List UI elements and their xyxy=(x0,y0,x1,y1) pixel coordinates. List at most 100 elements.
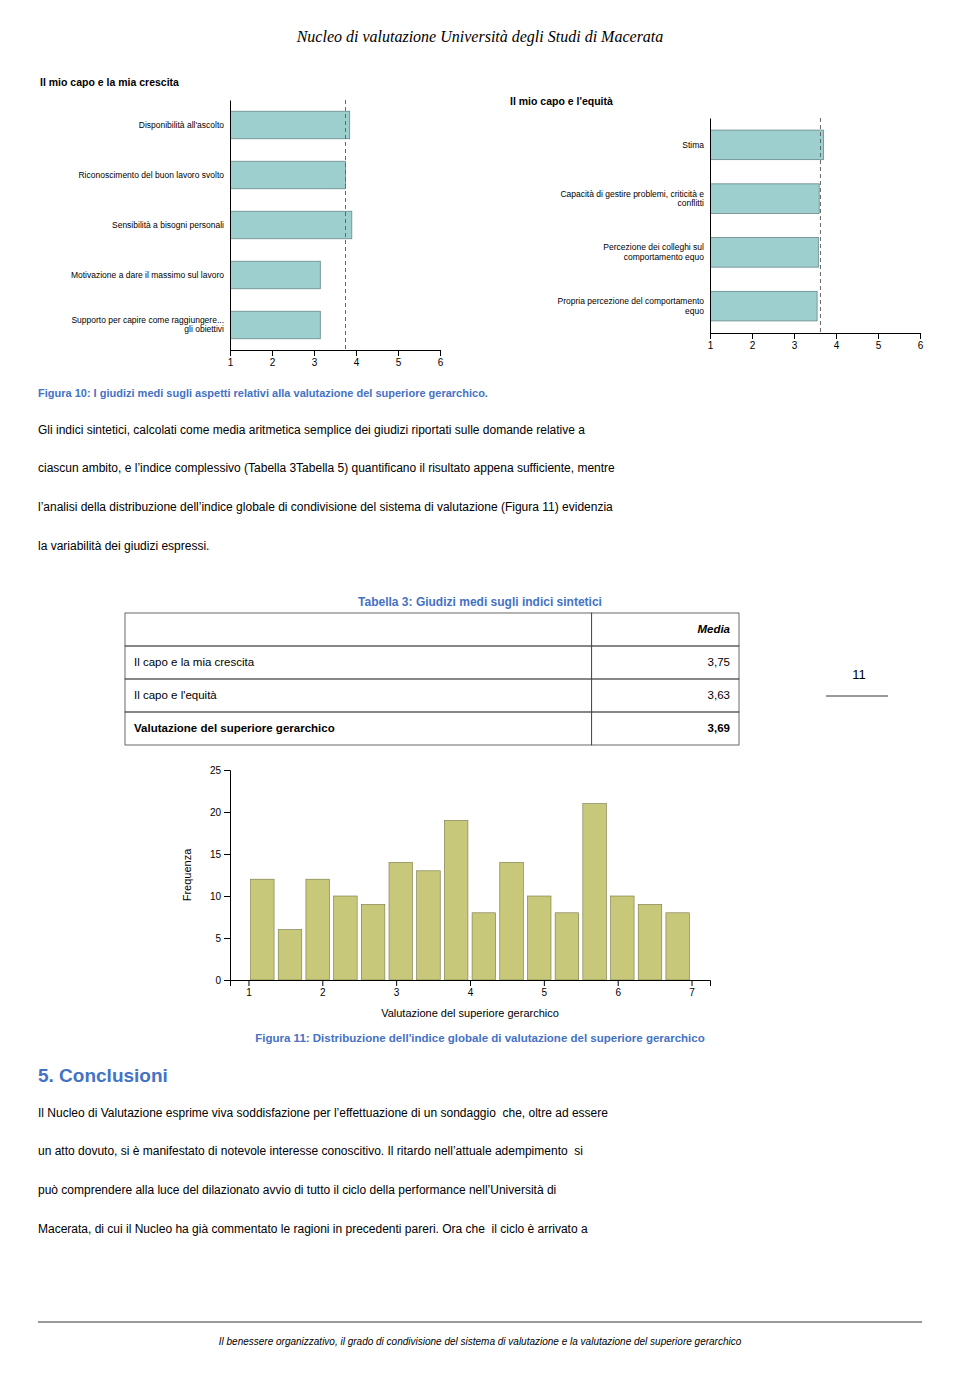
section-title: 5. Conclusioni xyxy=(38,1065,168,1086)
paragraph-line: ciascun ambito, e l’indice complessivo (… xyxy=(38,461,615,475)
tick-label: Riconoscimento del buon lavoro svolto xyxy=(78,170,224,180)
x-axis-label: Valutazione del superiore gerarchico xyxy=(381,1007,559,1019)
table-cell xyxy=(592,712,739,745)
bar xyxy=(230,111,350,139)
plot-area xyxy=(230,100,352,350)
tick-label: 6 xyxy=(438,357,444,368)
axis-line xyxy=(231,981,711,987)
axis-line xyxy=(230,101,231,351)
tick-mark xyxy=(248,980,249,986)
histogram-bar xyxy=(251,879,275,980)
tick-label: 5 xyxy=(542,987,548,998)
y-axis: Stima Capacità di gestire problemi, criti… xyxy=(558,119,711,334)
tick: Disponibilità all'ascolto xyxy=(139,120,230,130)
tick-label: Sensibilità a bisogni personali xyxy=(112,220,224,230)
chart: 123456StimaCapacità di gestire problemi,… xyxy=(510,95,924,351)
tick: 1 xyxy=(708,333,714,351)
tick: 7 xyxy=(689,980,695,998)
tick-mark xyxy=(224,854,230,855)
histogram-bar xyxy=(583,804,607,980)
tick-mark xyxy=(224,770,230,771)
tick-mark xyxy=(224,812,230,813)
tick-label: Capacità di gestire problemi, criticità … xyxy=(560,189,704,208)
tick-label: 5 xyxy=(876,340,882,351)
table-cell xyxy=(125,613,592,646)
histogram-bar xyxy=(500,862,524,980)
tick: Stima xyxy=(682,140,710,150)
tick-label: 1 xyxy=(708,340,714,351)
histogram-bar xyxy=(334,896,358,980)
paragraph-line: la variabilità dei giudizi espressi. xyxy=(38,539,209,553)
tick-label: 0 xyxy=(215,975,221,986)
tick: 5 xyxy=(542,980,548,998)
histogram-bar xyxy=(417,871,441,980)
tick-mark xyxy=(692,980,693,986)
tick-label: Disponibilità all'ascolto xyxy=(139,120,225,130)
tick-label: 3 xyxy=(792,340,798,351)
tick: 10 xyxy=(210,891,230,902)
table-text: Il capo e l'equità xyxy=(134,689,217,701)
histogram-bar xyxy=(638,904,662,980)
axis-line xyxy=(710,119,711,334)
histogram-bar xyxy=(444,820,468,980)
bar xyxy=(230,161,346,189)
tick-label: 4 xyxy=(834,340,840,351)
tick-mark xyxy=(544,980,545,986)
tick: 5 xyxy=(876,333,882,351)
tick-mark xyxy=(836,333,837,339)
bar xyxy=(710,238,818,268)
paragraph-line: l’analisi della distribuzione dell’indic… xyxy=(38,500,613,514)
bar xyxy=(230,261,320,289)
tick-label: Propria percezione del comportamentoequo xyxy=(558,296,705,315)
tick-mark xyxy=(224,980,230,981)
x-axis: 123456 xyxy=(708,333,924,351)
reference-line xyxy=(820,118,821,333)
tick-label: 2 xyxy=(320,987,326,998)
histogram-bar xyxy=(389,862,413,980)
tick-mark xyxy=(396,980,397,986)
histogram-bar xyxy=(361,904,385,980)
tick-mark xyxy=(920,333,921,339)
tick: 1 xyxy=(228,350,234,368)
tick: 3 xyxy=(394,980,400,998)
tick-label: 4 xyxy=(354,357,360,368)
chart: 123456Disponibilità all'ascoltoRiconosci… xyxy=(40,76,444,368)
tick-label: 2 xyxy=(270,357,276,368)
tick: Sensibilità a bisogni personali xyxy=(112,220,230,230)
tick-label: 20 xyxy=(210,807,222,818)
table-title: Tabella 3: Giudizi medi sugli indici sin… xyxy=(358,595,602,609)
table-cell xyxy=(125,646,592,679)
tick: 25 xyxy=(210,765,230,776)
paragraph-line: un atto dovuto, si è manifestato di note… xyxy=(38,1144,583,1158)
histogram-bar xyxy=(278,930,302,980)
tick: 5 xyxy=(396,350,402,368)
tick-label: 25 xyxy=(210,765,222,776)
tick-label: 3 xyxy=(394,987,400,998)
table-cell xyxy=(592,613,739,646)
tick-mark xyxy=(224,896,230,897)
tick: Percezione dei colleghi sulcomportamento… xyxy=(603,242,710,261)
paragraph-line: Gli indici sintetici, calcolati come med… xyxy=(38,423,585,437)
bar xyxy=(710,184,819,214)
tick: 1 xyxy=(246,980,252,998)
tick: 2 xyxy=(270,350,276,368)
tick-mark xyxy=(322,980,323,986)
tick-label: 4 xyxy=(468,987,474,998)
table-cell xyxy=(125,679,592,712)
tick-label: 7 xyxy=(689,987,695,998)
tick-label: 2 xyxy=(750,340,756,351)
tick-label: 1 xyxy=(246,987,252,998)
bar xyxy=(230,311,320,339)
tick: 4 xyxy=(834,333,840,351)
histogram-bar xyxy=(527,896,551,980)
page: Nucleo di valutazione Università degli S… xyxy=(0,0,960,1379)
table-cell xyxy=(125,712,592,745)
tick-mark xyxy=(878,333,879,339)
y-axis: Disponibilità all'ascolto Riconoscimento … xyxy=(71,101,231,351)
tick: 4 xyxy=(468,980,474,998)
plot-area xyxy=(710,118,823,333)
plot-area xyxy=(251,804,690,980)
tick-mark xyxy=(794,333,795,339)
tick-mark xyxy=(440,350,441,356)
tick: 2 xyxy=(750,333,756,351)
